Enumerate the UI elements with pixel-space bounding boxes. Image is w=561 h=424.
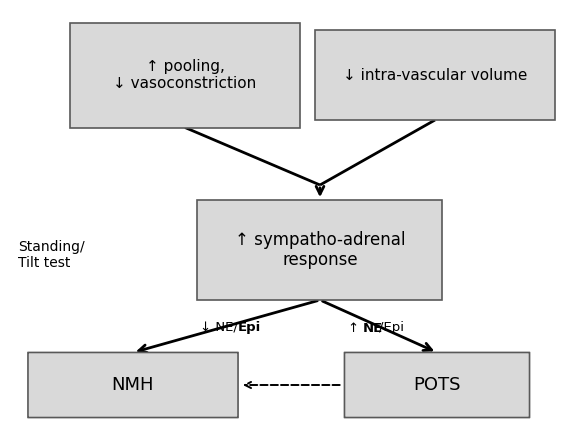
Text: ↑ pooling,
↓ vasoconstriction: ↑ pooling, ↓ vasoconstriction: [113, 59, 256, 91]
FancyBboxPatch shape: [315, 30, 555, 120]
Text: /Epi: /Epi: [379, 321, 404, 335]
FancyBboxPatch shape: [197, 200, 443, 300]
Text: ↓ intra-vascular volume: ↓ intra-vascular volume: [343, 67, 527, 83]
Text: NMH: NMH: [112, 376, 154, 394]
Text: Epi: Epi: [238, 321, 261, 335]
Text: NE: NE: [363, 321, 383, 335]
Text: Standing/
Tilt test: Standing/ Tilt test: [18, 240, 85, 270]
FancyBboxPatch shape: [28, 352, 238, 418]
Text: ↓ NE/: ↓ NE/: [200, 321, 238, 335]
Text: ↑ sympatho-adrenal
response: ↑ sympatho-adrenal response: [234, 231, 405, 269]
Text: ↑: ↑: [348, 321, 363, 335]
Text: POTS: POTS: [413, 376, 461, 394]
FancyBboxPatch shape: [344, 352, 530, 418]
FancyBboxPatch shape: [70, 22, 300, 128]
